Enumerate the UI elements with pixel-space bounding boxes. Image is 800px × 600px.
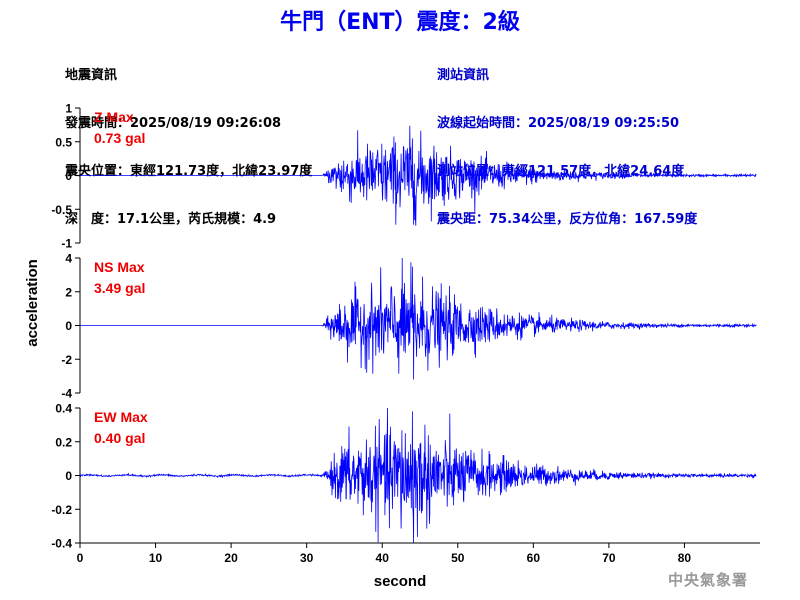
quake-depth-magnitude: 深 度：17.1公里，芮氏規模：4.9 — [65, 212, 277, 227]
x-tick-label: 10 — [149, 551, 163, 565]
y-tick-label: 0.5 — [55, 135, 72, 149]
waveform-ew — [79, 407, 757, 544]
y-tick-label: -0.4 — [51, 537, 72, 551]
max-value-z: 0.73 gal — [94, 130, 145, 146]
chart-title: 牛門（ENT）震度：2級 — [280, 10, 520, 35]
waveform-z — [80, 125, 757, 226]
x-tick-label: 20 — [224, 551, 238, 565]
station-info: 測站資訊 波線起始時間：2025/08/19 09:25:50 測站位置：東經1… — [437, 36, 697, 244]
y-tick-label: 2 — [65, 285, 72, 299]
max-value-ew: 0.40 gal — [94, 430, 145, 446]
quake-info-heading: 地震資訊 — [65, 68, 118, 83]
max-label-ns: NS Max — [94, 259, 145, 275]
y-tick-label: 1 — [65, 102, 72, 116]
y-tick-label: 4 — [65, 252, 72, 266]
quake-time: 發震時間：2025/08/19 09:26:08 — [65, 116, 282, 131]
x-tick-label: 60 — [527, 551, 541, 565]
y-tick-label: 0.2 — [55, 435, 72, 449]
max-value-ns: 3.49 gal — [94, 280, 145, 296]
station-info-heading: 測站資訊 — [437, 68, 490, 83]
x-tick-label: 0 — [77, 551, 84, 565]
y-tick-label: -0.2 — [51, 503, 72, 517]
x-tick-label: 30 — [300, 551, 314, 565]
y-tick-label: 0.4 — [55, 402, 72, 416]
quake-info: 地震資訊 發震時間：2025/08/19 09:26:08 震央位置：東經121… — [65, 36, 312, 244]
x-axis-label: second — [374, 573, 427, 590]
y-tick-label: -4 — [61, 387, 72, 401]
y-tick-label: -2 — [61, 353, 72, 367]
y-tick-label: -0.5 — [51, 203, 72, 217]
max-label-ew: EW Max — [94, 409, 148, 425]
epicentral-distance: 震央距：75.34公里，反方位角：167.59度 — [437, 212, 698, 227]
wave-start-time: 波線起始時間：2025/08/19 09:25:50 — [437, 116, 680, 131]
agency-credit: 中央氣象署 — [667, 571, 748, 589]
max-label-z: Z Max — [94, 109, 134, 125]
x-tick-label: 80 — [678, 551, 692, 565]
waveform-ns — [80, 257, 757, 380]
y-tick-label: 0 — [65, 169, 72, 183]
x-tick-label: 50 — [451, 551, 465, 565]
y-axis-label: acceleration — [24, 259, 41, 347]
y-tick-label: 0 — [65, 469, 72, 483]
y-tick-label: -1 — [61, 237, 72, 251]
x-tick-label: 40 — [376, 551, 390, 565]
x-tick-label: 70 — [602, 551, 616, 565]
y-tick-label: 0 — [65, 319, 72, 333]
